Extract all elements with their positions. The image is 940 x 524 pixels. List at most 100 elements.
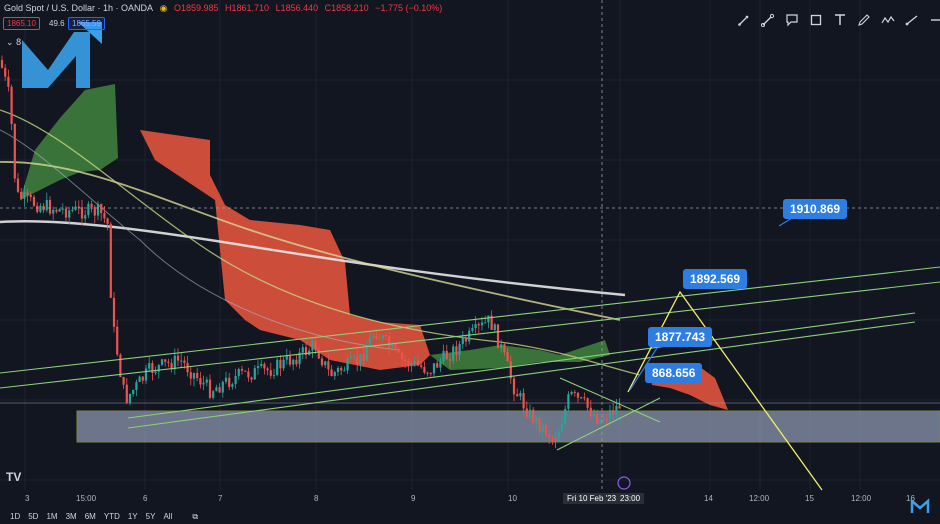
candle-body [493,324,496,330]
range-6m[interactable]: 6M [84,512,96,521]
candle-body [487,315,490,323]
candle-body [557,431,560,443]
support-zone [0,402,940,443]
range-3m[interactable]: 3M [65,512,77,521]
candle-body [93,207,96,216]
candle-body [170,362,173,370]
range-5y[interactable]: 5Y [145,512,156,521]
candle-body [0,60,4,68]
candle-body [317,350,320,359]
candle-body [436,363,439,368]
m-watermark-icon [910,498,930,513]
candle-body [106,218,109,224]
price-label-1892[interactable]: 1892.569 [683,269,748,289]
candle-body [103,213,106,219]
candle-body [64,208,68,218]
candle-body [352,356,356,358]
callout-icon[interactable] [782,10,802,30]
candle-body [205,379,208,383]
candle-body [48,199,52,214]
candle-body [151,363,154,374]
pen-icon[interactable] [758,10,778,30]
range-1d[interactable]: 1D [10,512,21,521]
candle-body [173,355,176,370]
candle-body [96,204,100,216]
range-1m[interactable]: 1M [46,512,58,521]
x-tick: 7 [218,494,223,503]
drawing-toolbar [734,10,940,30]
line-icon[interactable] [902,10,922,30]
range-5d[interactable]: 5D [28,512,39,521]
candle-body [144,368,148,381]
brush-icon[interactable] [734,10,754,30]
range-all[interactable]: All [163,512,173,521]
candle-body [349,356,352,359]
candle-body [311,340,314,351]
candle-body [554,438,557,443]
candle-body [240,368,244,371]
candle-body [234,375,237,385]
candle-body [359,353,362,365]
indicators-toggle[interactable]: ⌄ 8 [6,37,21,48]
candle-body [448,359,452,361]
range-1y[interactable]: 1Y [127,512,138,521]
candle-body [506,352,509,362]
ma-white [0,219,626,297]
candle-body [84,215,87,219]
candle-body [404,359,407,362]
candle-body [407,361,410,366]
candle-body [525,408,528,418]
candle-body [500,344,503,348]
sell-button[interactable]: 1865.10 [3,17,40,30]
event-marker [617,476,631,490]
candle-body [602,419,605,421]
candle-body [119,354,122,377]
symbol-title[interactable]: Gold Spot / U.S. Dollar · 1h · OANDA [4,3,154,13]
candle-body [164,359,167,362]
candle-body [461,337,464,344]
candle-body [52,209,55,214]
range-ytd[interactable]: YTD [103,512,120,521]
candle-body [253,368,256,380]
ma-gray [0,129,401,351]
candle-body [477,324,480,326]
path-icon[interactable] [878,10,898,30]
candle-body [260,363,263,367]
text-icon[interactable] [830,10,850,30]
candle-body [186,363,189,373]
candle-body [333,372,336,377]
wedge-line [556,397,661,451]
candle-body [618,406,621,409]
bull-cloud [430,340,610,370]
candle-body [7,76,10,87]
candle-body [496,324,500,348]
candle-body [13,123,16,179]
minus-icon[interactable] [926,10,940,30]
candle-body [90,203,93,208]
candle-body [340,367,343,371]
price-label-1877[interactable]: 1877.743 [648,327,713,347]
candle-body [365,347,368,361]
candle-body [266,368,269,371]
candle-body [295,359,298,365]
candle-body [16,178,20,192]
pencil-icon[interactable] [854,10,874,30]
compare-icon[interactable]: ⧉ [192,512,199,521]
candle-body [592,414,596,417]
candle-body [336,367,340,373]
candle-body [544,424,548,436]
rectangle-icon[interactable] [806,10,826,30]
tradingview-logo[interactable]: TV [6,470,22,484]
candle-body [87,203,90,216]
buy-button[interactable]: 1865.59 [68,17,105,30]
price-label-1910[interactable]: 1910.869 [783,199,848,219]
candle-body [474,324,477,329]
settings-icon[interactable]: ◉ [159,3,168,13]
candle-body [224,377,228,382]
price-label-868[interactable]: 868.656 [645,363,703,383]
candle-body [608,410,612,420]
candle-body [189,372,192,379]
x-tick: 14 [704,494,713,503]
candle-body [596,414,599,424]
